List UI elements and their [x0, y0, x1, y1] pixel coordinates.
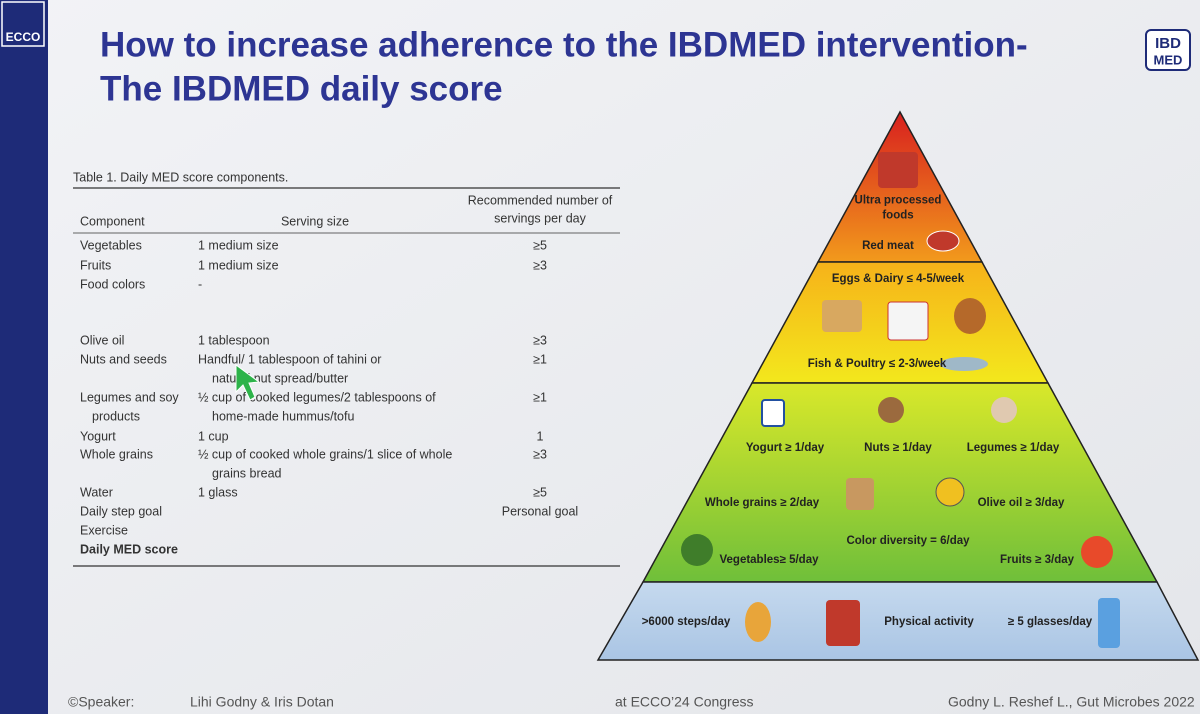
table-servings: ≥1: [533, 352, 547, 366]
icon-olive-oil: [935, 477, 965, 507]
ecco-logo: ECCO: [6, 30, 41, 44]
pyramid-label: Whole grains ≥ 2/day: [705, 497, 820, 509]
icon-dairy: [887, 301, 929, 341]
table-component: Olive oil: [80, 333, 124, 347]
footer-citation: Godny L. Reshef L., Gut Microbes 2022: [948, 694, 1195, 710]
table-component: Vegetables: [80, 238, 142, 252]
icons: [681, 152, 1120, 648]
icon-eggs: [822, 300, 862, 332]
side-bar: [0, 0, 48, 714]
table-serving: 1 medium size: [198, 258, 279, 272]
table-servings: ≥1: [533, 390, 547, 404]
table-component: Daily MED score: [80, 542, 178, 556]
table-component: Yogurt: [80, 429, 116, 443]
icon-nuts: [878, 397, 904, 423]
table-serving: 1 tablespoon: [198, 333, 270, 347]
pyramid-label: ≥ 5 glasses/day: [1008, 616, 1093, 628]
pyramid-label: Red meat: [862, 240, 914, 252]
icon-fruits: [1081, 536, 1113, 568]
table-servings: ≥3: [533, 333, 547, 347]
mouse-cursor: [235, 364, 261, 401]
icon-steps: [745, 602, 771, 642]
footer-event: at ECCO’24 Congress: [615, 694, 754, 710]
icon-fish: [940, 357, 988, 371]
table-servings: ≥3: [533, 258, 547, 272]
pyramid-label: Olive oil ≥ 3/day: [978, 497, 1065, 509]
table-servings: ≥5: [533, 485, 547, 499]
table-component: Food colors: [80, 277, 145, 291]
title-line: The IBDMED daily score: [100, 69, 503, 108]
table-component: Exercise: [80, 523, 128, 537]
table-header: Serving size: [281, 214, 349, 228]
table-serving: -: [198, 277, 202, 291]
pyramid-label: foods: [882, 210, 913, 222]
icon-bread: [846, 478, 874, 510]
icon-water: [1098, 598, 1120, 648]
table-serving: grains bread: [212, 466, 282, 480]
table-serving: 1 medium size: [198, 238, 279, 252]
icon-exercise: [826, 600, 860, 646]
pyramid-label: Physical activity: [884, 616, 974, 628]
table-component: products: [92, 409, 140, 423]
pyramid-label: Nuts ≥ 1/day: [864, 442, 932, 454]
pyramid-label: Fish & Poultry ≤ 2-3/week: [808, 358, 947, 370]
table-serving: 1 cup: [198, 429, 229, 443]
table-header: Component: [80, 214, 145, 228]
icon-legumes: [991, 397, 1017, 423]
table-serving: 1 glass: [198, 485, 238, 499]
table-component: Nuts and seeds: [80, 352, 167, 366]
icon-processed-food: [878, 152, 918, 188]
table-component: Daily step goal: [80, 504, 162, 518]
icon-meat: [926, 230, 960, 252]
table-caption: Table 1. Daily MED score components.: [73, 170, 288, 184]
table-serving: Handful/ 1 tablespoon of tahini or: [198, 352, 381, 366]
title-line: How to increase adherence to the IBDMED …: [100, 25, 1028, 64]
table-component: Fruits: [80, 258, 111, 272]
table-component: Whole grains: [80, 447, 153, 461]
pyramid-label: Fruits ≥ 3/day: [1000, 554, 1075, 566]
pyramid-label: Ultra processed: [855, 195, 942, 207]
pyramid-label: Color diversity = 6/day: [846, 535, 970, 547]
pyramid-label: Legumes ≥ 1/day: [967, 442, 1060, 454]
table-component: Legumes and soy: [80, 390, 179, 404]
pyramid-label: >6000 steps/day: [642, 616, 731, 628]
table-component: Water: [80, 485, 113, 499]
icon-vegetables: [681, 534, 713, 566]
ibdmed-logo-med: MED: [1154, 52, 1183, 67]
table-serving: ½ cup of cooked legumes/2 tablespoons of: [198, 390, 436, 404]
ecco-logo-frame: [1, 1, 45, 47]
footer-speakers: Lihi Godny & Iris Dotan: [190, 694, 334, 710]
ibdmed-logo-frame: [1145, 29, 1191, 71]
table-serving: ½ cup of cooked whole grains/1 slice of …: [198, 447, 452, 461]
table-serving: natural nut spread/butter: [212, 371, 348, 385]
table-servings: 1: [537, 429, 544, 443]
pyramid-level: [596, 581, 1200, 661]
table-servings: Personal goal: [502, 504, 578, 518]
ibdmed-logo-ibd: IBD: [1155, 35, 1181, 52]
table-servings: ≥3: [533, 447, 547, 461]
footer-speaker-label: ©Speaker:: [68, 694, 134, 710]
table-servings: ≥5: [533, 238, 547, 252]
icon-poultry: [954, 298, 986, 334]
pyramid-label: Vegetables≥ 5/day: [719, 554, 819, 566]
table-serving: home-made hummus/tofu: [212, 409, 354, 423]
pyramid-label: Yogurt ≥ 1/day: [746, 442, 825, 454]
table-header: Recommended number of: [468, 193, 613, 207]
pyramid-label: Eggs & Dairy ≤ 4-5/week: [832, 273, 965, 285]
table-header: servings per day: [494, 211, 586, 225]
icon-yogurt: [761, 399, 785, 427]
